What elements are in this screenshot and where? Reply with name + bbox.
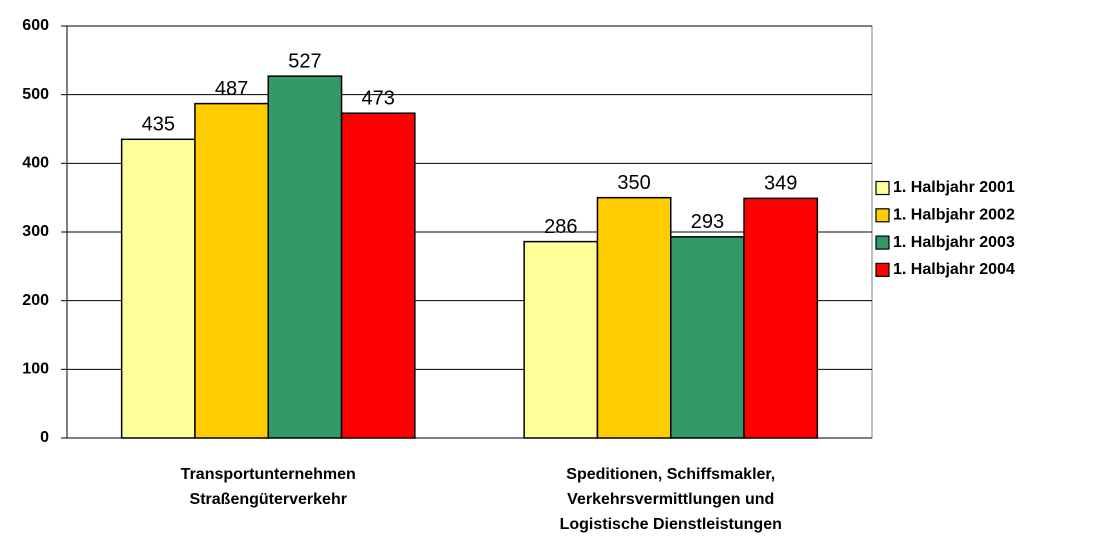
x-tick-label: Straßengüterverkehr	[190, 491, 347, 508]
x-tick-label: Logistische Dienstleistungen	[560, 516, 782, 533]
bar	[523, 240, 599, 439]
value-label: 286	[544, 216, 577, 238]
bar	[596, 196, 672, 439]
y-tick-label: 500	[22, 86, 49, 103]
y-tick-label: 100	[22, 361, 49, 378]
value-label: 349	[764, 173, 797, 195]
legend-swatch	[875, 180, 890, 196]
value-label: 293	[691, 211, 724, 233]
bar	[670, 236, 745, 439]
legend-label: 1. Halbjahr 2002	[893, 207, 1015, 224]
value-label: 435	[142, 114, 175, 136]
legend-swatch	[875, 208, 890, 223]
y-tick-label: 200	[22, 292, 49, 309]
x-tick-label: Transportunternehmen	[181, 466, 356, 483]
value-label: 527	[288, 50, 321, 72]
bar	[120, 138, 196, 439]
bar	[194, 102, 269, 439]
y-tick-label: 600	[22, 17, 49, 34]
value-label: 487	[215, 78, 248, 100]
x-tick-label: Speditionen, Schiffsmakler,	[566, 466, 775, 483]
y-tick-label: 300	[22, 223, 49, 240]
legend-swatch	[875, 262, 890, 277]
y-tick-label: 400	[22, 155, 49, 172]
x-tick-label: Verkehrsvermittlungen und	[567, 491, 774, 508]
legend-swatch	[875, 235, 890, 250]
legend-label: 1. Halbjahr 2003	[893, 234, 1015, 251]
value-label: 473	[362, 87, 395, 109]
value-label: 350	[617, 172, 650, 194]
y-tick-label: 0	[40, 429, 49, 446]
legend-label: 1. Halbjahr 2001	[893, 179, 1015, 196]
bar	[743, 197, 819, 439]
legend-label: 1. Halbjahr 2004	[893, 261, 1015, 278]
bar	[267, 75, 343, 439]
bar	[340, 112, 416, 439]
